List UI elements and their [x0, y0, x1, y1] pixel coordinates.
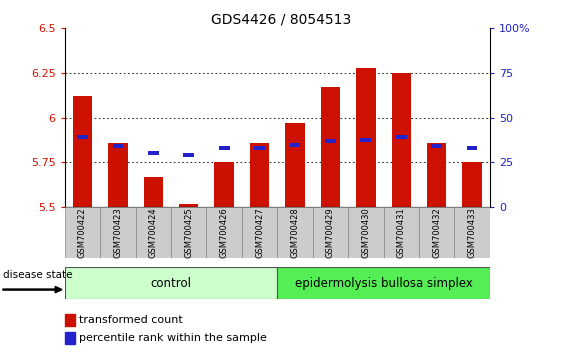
Bar: [77, 135, 88, 139]
Text: epidermolysis bullosa simplex: epidermolysis bullosa simplex: [294, 277, 472, 290]
Text: GSM700431: GSM700431: [397, 207, 406, 258]
Bar: [73, 96, 92, 207]
Bar: [65, 314, 75, 326]
Bar: [360, 138, 371, 142]
Text: GSM700422: GSM700422: [78, 207, 87, 258]
Bar: [148, 152, 159, 155]
Text: GSM700433: GSM700433: [468, 207, 477, 258]
Bar: [65, 332, 75, 344]
Bar: [215, 162, 234, 207]
Bar: [312, 207, 348, 258]
Bar: [278, 207, 312, 258]
Text: percentile rank within the sample: percentile rank within the sample: [79, 333, 267, 343]
Bar: [325, 139, 336, 143]
Bar: [65, 267, 278, 299]
Text: GSM700428: GSM700428: [291, 207, 300, 258]
Bar: [396, 135, 406, 139]
Bar: [100, 207, 136, 258]
Bar: [207, 207, 242, 258]
Bar: [383, 207, 419, 258]
Bar: [356, 68, 376, 207]
Text: disease state: disease state: [3, 270, 72, 280]
Text: GSM700430: GSM700430: [361, 207, 370, 258]
Bar: [427, 143, 446, 207]
Bar: [171, 207, 207, 258]
Text: GSM700432: GSM700432: [432, 207, 441, 258]
Bar: [144, 177, 163, 207]
Bar: [391, 73, 411, 207]
Bar: [467, 146, 477, 150]
Bar: [254, 146, 265, 150]
Text: GSM700426: GSM700426: [220, 207, 229, 258]
Bar: [179, 204, 199, 207]
Text: transformed count: transformed count: [79, 315, 182, 325]
Bar: [462, 162, 482, 207]
Bar: [250, 143, 269, 207]
Bar: [219, 146, 230, 150]
Text: GSM700429: GSM700429: [326, 207, 335, 258]
Bar: [321, 87, 340, 207]
Bar: [242, 207, 277, 258]
Bar: [454, 207, 490, 258]
Text: GDS4426 / 8054513: GDS4426 / 8054513: [211, 12, 352, 27]
Text: control: control: [150, 277, 191, 290]
Bar: [113, 144, 123, 148]
Bar: [108, 143, 128, 207]
Bar: [348, 207, 383, 258]
Bar: [431, 144, 442, 148]
Bar: [278, 267, 490, 299]
Bar: [65, 207, 100, 258]
Bar: [289, 143, 300, 147]
Text: GSM700425: GSM700425: [184, 207, 193, 258]
Bar: [285, 123, 305, 207]
Bar: [136, 207, 171, 258]
Text: GSM700427: GSM700427: [255, 207, 264, 258]
Bar: [184, 153, 194, 157]
Text: GSM700424: GSM700424: [149, 207, 158, 258]
Bar: [419, 207, 454, 258]
Text: GSM700423: GSM700423: [113, 207, 122, 258]
